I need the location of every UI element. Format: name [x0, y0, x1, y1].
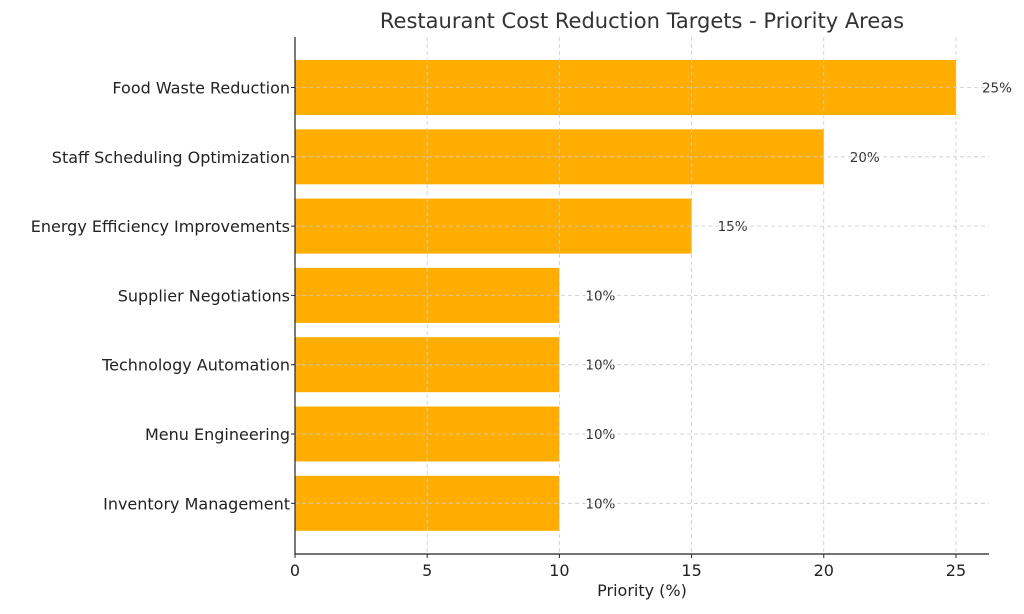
y-tick-label: Menu Engineering [145, 425, 290, 444]
data-label: 15% [718, 219, 748, 235]
data-label: 10% [585, 496, 615, 512]
data-label: 10% [585, 358, 615, 374]
data-label: 20% [850, 150, 880, 166]
chart-title: Restaurant Cost Reduction Targets - Prio… [380, 9, 904, 33]
x-tick-label: 0 [290, 561, 300, 580]
y-tick-label: Energy Efficiency Improvements [31, 217, 290, 236]
y-tick-label: Technology Automation [101, 356, 290, 375]
data-label: 10% [585, 427, 615, 443]
y-tick-label: Staff Scheduling Optimization [52, 148, 290, 167]
x-tick-label: 10 [549, 561, 569, 580]
data-label: 10% [585, 288, 615, 304]
y-tick-label: Food Waste Reduction [112, 79, 290, 98]
x-axis-label: Priority (%) [597, 581, 687, 600]
y-tick-label: Inventory Management [103, 494, 290, 513]
x-tick-label: 20 [814, 561, 834, 580]
y-tick-label: Supplier Negotiations [118, 286, 290, 305]
x-tick-label: 5 [422, 561, 432, 580]
x-tick-label: 25 [946, 561, 966, 580]
data-label: 25% [982, 81, 1012, 97]
x-tick-label: 15 [681, 561, 701, 580]
